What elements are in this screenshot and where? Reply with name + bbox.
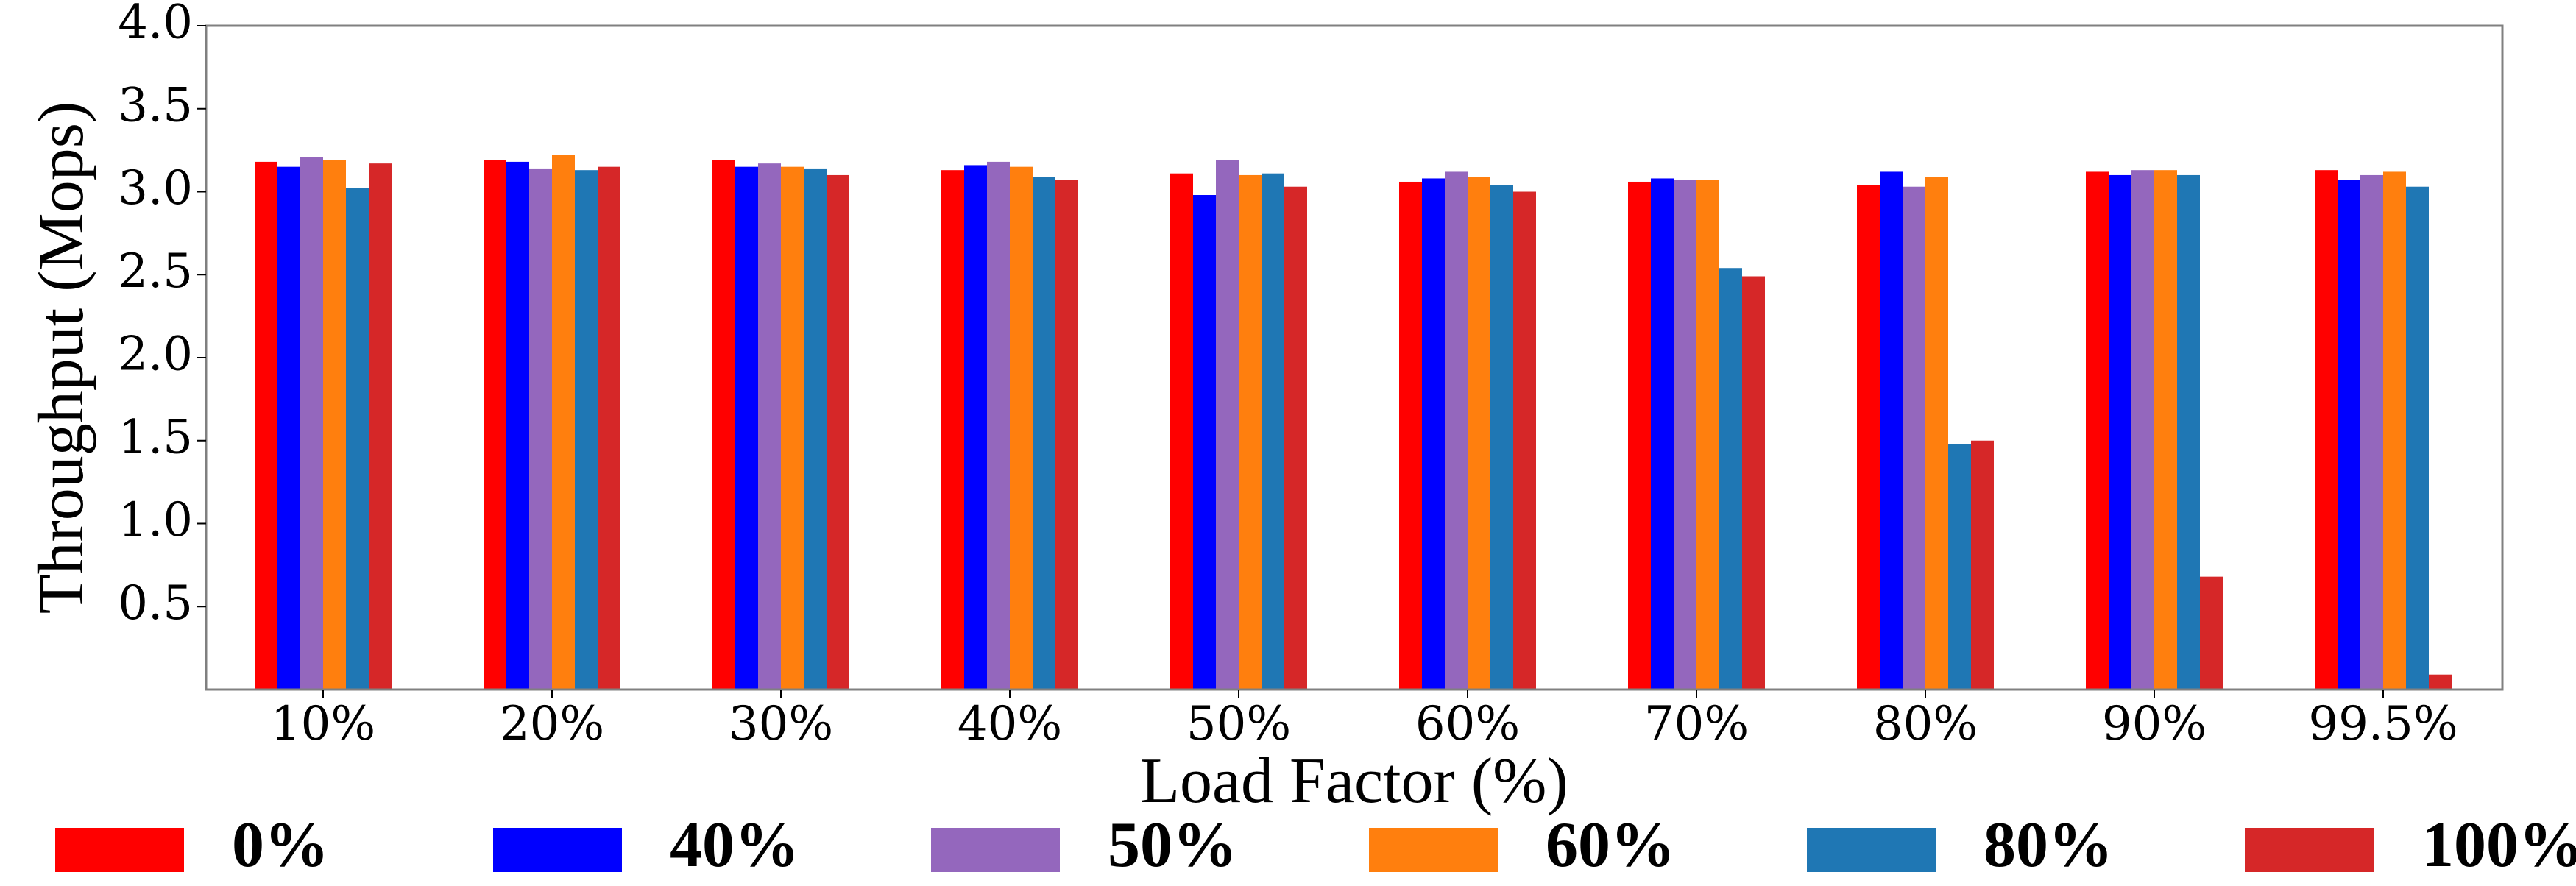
bar-80pct-series-100pct xyxy=(1971,440,1994,690)
bar-60pct-series-100pct xyxy=(1513,191,1536,690)
bar-60pct-series-50pct xyxy=(1445,171,1468,690)
bar-50pct-series-100pct xyxy=(1284,186,1307,690)
bar-10pct-series-0pct xyxy=(255,161,277,690)
bar-90pct-series-0pct xyxy=(2086,171,2109,690)
x-tick-label: 90% xyxy=(2102,697,2207,751)
y-tick-label: 4.0 xyxy=(118,0,193,50)
legend-label: 50% xyxy=(1108,809,1237,881)
bar-20pct-series-80pct xyxy=(575,170,598,690)
bar-80pct-series-80pct xyxy=(1948,444,1971,690)
y-axis-title: Throughput (Mops) xyxy=(26,102,97,614)
bar-30pct-series-80pct xyxy=(804,168,827,690)
legend-label: 60% xyxy=(1546,809,1675,881)
bar-10pct-series-40pct xyxy=(277,166,300,690)
x-axis-title: Load Factor (%) xyxy=(1140,745,1568,817)
x-tick-label: 99.5% xyxy=(2308,697,2458,751)
bar-10pct-series-60pct xyxy=(323,160,346,690)
bar-30pct-series-100pct xyxy=(827,174,849,690)
x-tick-label: 10% xyxy=(271,697,375,751)
bar-50pct-series-40pct xyxy=(1193,195,1216,690)
bar-40pct-series-100pct xyxy=(1055,180,1078,690)
bar-40pct-series-80pct xyxy=(1033,177,1055,690)
bar-10pct-series-80pct xyxy=(346,188,369,690)
bar-99.5pct-series-0pct xyxy=(2315,170,2338,690)
bar-90pct-series-50pct xyxy=(2131,170,2154,690)
x-tick-label: 80% xyxy=(1873,697,1978,751)
bar-70pct-series-40pct xyxy=(1651,178,1674,690)
bar-20pct-series-100pct xyxy=(598,166,620,690)
bar-40pct-series-60pct xyxy=(1010,166,1033,690)
y-tick-label: 1.0 xyxy=(118,493,193,547)
x-tick-label: 70% xyxy=(1644,697,1749,751)
bar-60pct-series-60pct xyxy=(1468,177,1490,690)
bar-20pct-series-60pct xyxy=(552,155,575,690)
legend-label: 80% xyxy=(1984,809,2113,881)
x-tick-label: 60% xyxy=(1415,697,1520,751)
y-axis-ticks: 0.5 1.0 1.5 2.0 2.5 3.0 3.5 4.0 xyxy=(118,0,206,631)
legend-swatch xyxy=(55,828,184,872)
bar-80pct-series-40pct xyxy=(1880,171,1903,690)
bar-80pct-series-60pct xyxy=(1925,177,1948,690)
bar-20pct-series-40pct xyxy=(506,161,529,690)
bar-90pct-series-40pct xyxy=(2109,174,2131,690)
legend-label: 0% xyxy=(232,809,329,881)
bar-99.5pct-series-40pct xyxy=(2338,180,2360,690)
legend-swatch xyxy=(493,828,622,872)
bar-10pct-series-100pct xyxy=(369,163,392,690)
bar-30pct-series-40pct xyxy=(735,166,758,690)
bar-30pct-series-50pct xyxy=(758,163,781,690)
x-tick-label: 50% xyxy=(1186,697,1291,751)
bar-30pct-series-0pct xyxy=(712,160,735,690)
bar-50pct-series-60pct xyxy=(1239,174,1262,690)
y-tick-label: 1.5 xyxy=(118,410,193,464)
x-tick-label: 40% xyxy=(958,697,1062,751)
bar-90pct-series-80pct xyxy=(2177,174,2200,690)
y-tick-label: 3.5 xyxy=(118,78,193,132)
bar-99.5pct-series-60pct xyxy=(2383,171,2406,690)
bar-40pct-series-50pct xyxy=(987,161,1010,690)
bar-70pct-series-50pct xyxy=(1674,180,1696,690)
bar-99.5pct-series-100pct xyxy=(2429,674,2452,690)
x-tick-label: 20% xyxy=(500,697,604,751)
legend-label: 40% xyxy=(670,809,799,881)
y-tick-label: 2.0 xyxy=(118,327,193,382)
legend-swatch xyxy=(1807,828,1936,872)
bar-60pct-series-0pct xyxy=(1399,181,1422,690)
bar-99.5pct-series-50pct xyxy=(2360,174,2383,690)
legend-swatch xyxy=(931,828,1060,872)
bar-99.5pct-series-80pct xyxy=(2406,186,2429,690)
y-tick-label: 0.5 xyxy=(118,576,193,631)
bar-80pct-series-50pct xyxy=(1903,186,1925,690)
y-tick-label: 2.5 xyxy=(118,244,193,299)
bar-80pct-series-0pct xyxy=(1857,185,1880,690)
bar-40pct-series-0pct xyxy=(941,170,964,690)
bar-60pct-series-40pct xyxy=(1422,178,1445,690)
bar-50pct-series-80pct xyxy=(1262,173,1284,690)
legend: 0% 40% 50% 60% 80% 100% xyxy=(55,809,2576,881)
bar-70pct-series-80pct xyxy=(1719,268,1742,690)
legend-label: 100% xyxy=(2421,809,2576,881)
x-axis-ticks: 10% 20% 30% 40% 50% 60% 70% 80% 90% 99.5% xyxy=(271,690,2458,751)
legend-swatch xyxy=(1369,828,1498,872)
bars-layer xyxy=(255,155,2452,690)
bar-40pct-series-40pct xyxy=(964,165,987,690)
y-tick-label: 3.0 xyxy=(118,161,193,216)
x-tick-label: 30% xyxy=(729,697,833,751)
bar-20pct-series-0pct xyxy=(484,160,506,690)
bar-60pct-series-80pct xyxy=(1490,185,1513,690)
legend-swatch xyxy=(2245,828,2374,872)
bar-50pct-series-50pct xyxy=(1216,160,1239,690)
bar-90pct-series-60pct xyxy=(2154,170,2177,690)
bar-90pct-series-100pct xyxy=(2200,576,2223,690)
bar-10pct-series-50pct xyxy=(300,157,323,690)
bar-20pct-series-50pct xyxy=(529,168,552,690)
bar-70pct-series-60pct xyxy=(1696,180,1719,690)
bar-50pct-series-0pct xyxy=(1170,173,1193,690)
bar-70pct-series-100pct xyxy=(1742,276,1765,690)
bar-30pct-series-60pct xyxy=(781,166,804,690)
bar-70pct-series-0pct xyxy=(1628,181,1651,690)
